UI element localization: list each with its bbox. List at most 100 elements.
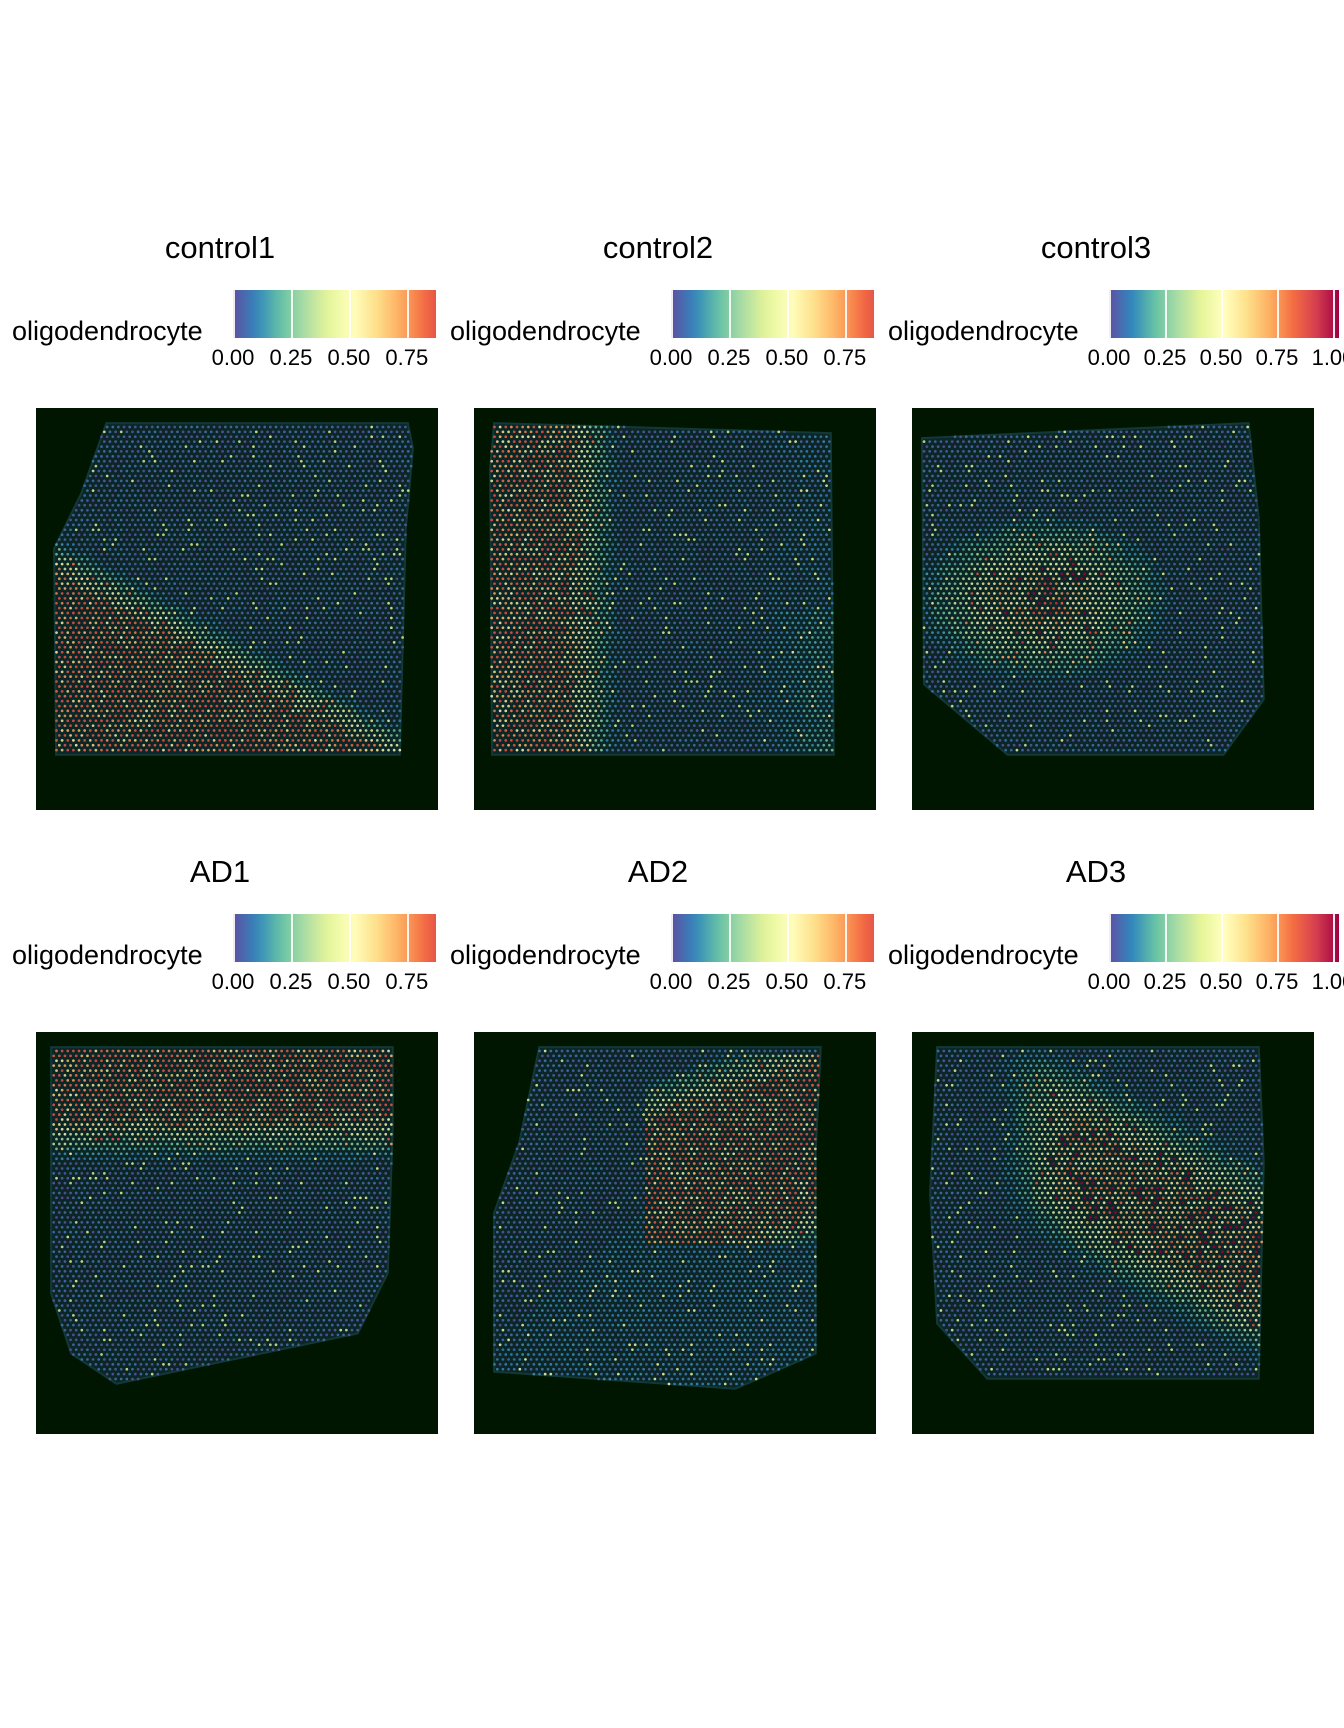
spot — [249, 479, 253, 483]
spot — [136, 508, 140, 512]
spot — [74, 714, 78, 718]
spot — [673, 464, 676, 468]
spot — [131, 459, 134, 463]
spot — [119, 508, 123, 512]
spot — [150, 699, 154, 703]
spot — [507, 499, 510, 502]
spot — [398, 494, 402, 497]
spot — [229, 690, 233, 693]
spot — [330, 719, 334, 723]
spot — [359, 435, 362, 439]
spot — [381, 729, 385, 732]
spot — [266, 508, 269, 512]
spot — [375, 513, 379, 517]
spot — [190, 709, 193, 713]
spot — [645, 464, 648, 468]
spot — [119, 577, 123, 581]
spot — [749, 479, 752, 483]
spot — [274, 435, 278, 439]
spot — [308, 611, 312, 615]
spot — [260, 596, 264, 600]
spot — [628, 435, 631, 439]
spot-layer — [55, 425, 413, 752]
spot — [249, 508, 253, 512]
spot — [495, 499, 499, 502]
spot — [207, 690, 210, 693]
spot — [74, 665, 78, 669]
spot — [63, 655, 67, 659]
spot — [83, 592, 86, 595]
spot — [698, 450, 702, 453]
spot — [799, 450, 803, 453]
spot — [133, 484, 137, 488]
spot — [571, 484, 575, 488]
spot — [122, 719, 126, 723]
spot — [252, 425, 255, 429]
spot — [102, 675, 106, 678]
spot — [370, 503, 374, 507]
spot — [361, 636, 365, 639]
spot — [359, 503, 362, 507]
spot — [215, 665, 219, 669]
spot — [105, 572, 109, 576]
spot — [308, 738, 312, 742]
spot — [249, 655, 253, 659]
spot — [308, 562, 312, 566]
spot — [260, 675, 264, 678]
spot — [754, 440, 758, 444]
spot — [139, 690, 143, 693]
spot — [100, 670, 103, 674]
spot — [325, 738, 329, 742]
spot — [218, 464, 222, 468]
spot — [302, 680, 306, 683]
spot — [125, 626, 129, 630]
spot — [136, 724, 140, 728]
spot — [226, 734, 230, 737]
spot — [173, 435, 177, 439]
spot — [616, 454, 620, 458]
spot — [552, 450, 555, 453]
spot — [277, 479, 281, 483]
spot — [752, 435, 755, 439]
spot — [209, 704, 213, 708]
spot — [86, 743, 89, 747]
spot — [201, 670, 205, 674]
spot — [164, 567, 168, 571]
spot — [69, 557, 72, 561]
spot — [375, 484, 379, 488]
spot — [297, 533, 300, 537]
spot — [370, 631, 374, 634]
spot — [285, 699, 289, 703]
spot — [387, 435, 390, 439]
spot — [524, 440, 527, 444]
spot — [690, 494, 693, 497]
spot — [353, 670, 357, 674]
spot — [339, 626, 343, 630]
spot — [207, 533, 210, 537]
spot — [743, 459, 747, 463]
spot — [718, 494, 721, 497]
colorbar-tick — [728, 290, 731, 338]
spot — [645, 445, 648, 448]
spot — [260, 538, 264, 541]
spot — [156, 748, 160, 752]
spot — [740, 484, 744, 488]
spot — [493, 445, 496, 448]
spot — [375, 680, 379, 683]
spot — [344, 694, 348, 698]
spot — [86, 528, 89, 532]
spot — [91, 685, 95, 688]
spot — [563, 459, 567, 463]
spot — [69, 596, 72, 600]
spot — [269, 474, 272, 478]
spot — [375, 503, 379, 507]
spot — [94, 533, 98, 537]
spot — [350, 655, 354, 659]
spot — [794, 440, 797, 444]
spot — [560, 454, 564, 458]
spot — [226, 538, 230, 541]
spot — [74, 567, 78, 571]
spot — [526, 425, 530, 429]
spot — [339, 499, 343, 502]
spot — [361, 734, 365, 737]
